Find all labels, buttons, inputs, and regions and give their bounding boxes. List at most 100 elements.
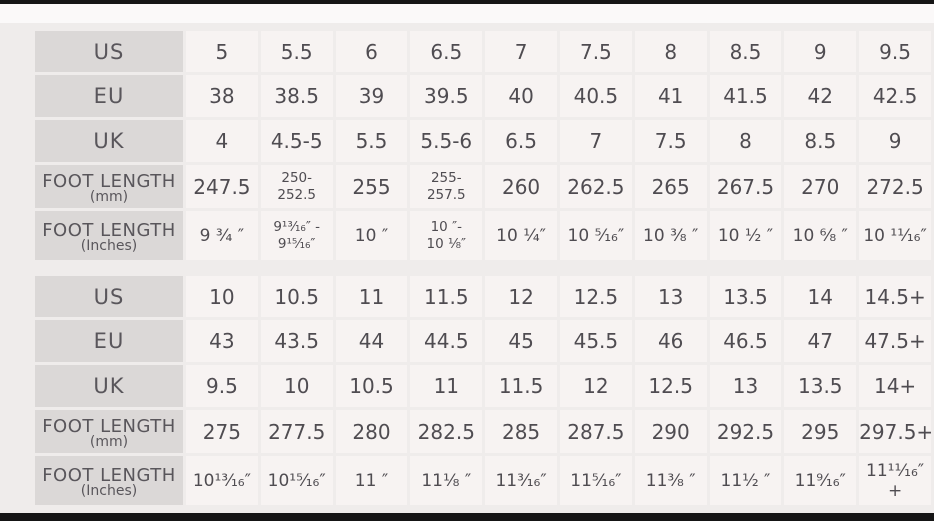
- bottom-border-bar: [0, 513, 934, 521]
- table-cell: 10.5: [335, 365, 408, 407]
- table-cell: 11⁵⁄₁₆″: [559, 456, 632, 505]
- table-cell: 270: [784, 165, 857, 208]
- table-cell: 6.5: [485, 120, 557, 162]
- row-header-label: FOOT LENGTH: [42, 171, 176, 192]
- table-row-foot-length-mm: FOOT LENGTH (mm) 275 277.5 280 282.5 285 287.5 2…: [35, 410, 931, 453]
- table-cell: 272.5: [859, 165, 931, 208]
- row-header-sublabel: (mm): [89, 189, 129, 205]
- table-cell: 290: [634, 410, 707, 453]
- table-cell: 9 ³⁄₄ ″: [186, 211, 258, 260]
- table-cell: 46.5: [709, 320, 782, 362]
- table-row-uk: UK 9.5 10 10.5 11 11.5 12 12.5 13 13.5 14+: [35, 365, 931, 407]
- table-cell: 262.5: [559, 165, 632, 208]
- row-header-label: FOOT LENGTH: [42, 220, 176, 241]
- table-cell: 11¹⁄₂ ″: [709, 456, 782, 505]
- table-row-uk: UK 4 4.5-5 5.5 5.5-6 6.5 7 7.5 8 8.5 9: [35, 120, 931, 162]
- table-cell: 11⁹⁄₁₆″: [784, 456, 857, 505]
- table-cell: 11³⁄₈ ″: [634, 456, 707, 505]
- table-cell: 11³⁄₁₆″: [485, 456, 557, 505]
- size-table-2: US 10 10.5 11 11.5 12 12.5 13 13.5 14 14.5+ EU 43 43.…: [32, 273, 934, 508]
- table-cell: 45.5: [559, 320, 632, 362]
- table-cell: 41: [634, 75, 707, 117]
- table-cell: 11 ″: [335, 456, 408, 505]
- table-cell: 265: [634, 165, 707, 208]
- row-header-sublabel: (Inches): [80, 238, 138, 254]
- table-cell: 9: [859, 120, 931, 162]
- table-cell: 10 ¹¹⁄₁₆″: [859, 211, 931, 260]
- table-cell: 10 ″- 10 ¹⁄₈″: [410, 211, 483, 260]
- table-cell: 8.5: [784, 120, 857, 162]
- table-cell: 4.5-5: [260, 120, 333, 162]
- table-cell: 5.5-6: [410, 120, 483, 162]
- table-cell: 42.5: [859, 75, 931, 117]
- table-cell: 292.5: [709, 410, 782, 453]
- table-cell: 260: [485, 165, 557, 208]
- row-header-label: EU: [93, 84, 125, 108]
- row-header-label: FOOT LENGTH: [42, 465, 176, 486]
- row-header-label: FOOT LENGTH: [42, 416, 176, 437]
- table-cell: 9.5: [186, 365, 258, 407]
- table-cell: 7.5: [634, 120, 707, 162]
- table-cell: 13: [634, 276, 707, 317]
- table-cell: 5.5: [335, 120, 408, 162]
- table-cell: 8: [634, 31, 707, 72]
- top-white-strip: [0, 4, 934, 23]
- table-cell: 44.5: [410, 320, 483, 362]
- row-header: US: [35, 276, 183, 317]
- row-header-label: US: [93, 39, 125, 64]
- table-cell: 38: [186, 75, 258, 117]
- table-cell: 14.5+: [859, 276, 931, 317]
- row-header: FOOT LENGTH (Inches): [35, 456, 183, 505]
- row-header-sublabel: (mm): [89, 434, 129, 450]
- table-cell: 10¹³⁄₁₆″: [186, 456, 258, 505]
- table-cell: 39.5: [410, 75, 483, 117]
- table-cell: 39: [335, 75, 408, 117]
- table-row-eu: EU 43 43.5 44 44.5 45 45.5 46 46.5 47 47.5+: [35, 320, 931, 362]
- table-cell: 7: [485, 31, 557, 72]
- table-cell: 12: [485, 276, 557, 317]
- table-cell: 11¹⁄₈ ″: [410, 456, 483, 505]
- table-row-us: US 5 5.5 6 6.5 7 7.5 8 8.5 9 9.5: [35, 31, 931, 72]
- table-cell: 275: [186, 410, 258, 453]
- table-cell: 10 ″: [335, 211, 408, 260]
- row-header-label: UK: [93, 129, 125, 153]
- table-cell: 14+: [859, 365, 931, 407]
- table-row-foot-length-inches: FOOT LENGTH (Inches) 9 ³⁄₄ ″ 9¹³⁄₁₆″ - 9¹⁵⁄…: [35, 211, 931, 260]
- table-cell: 9¹³⁄₁₆″ - 9¹⁵⁄₁₆″: [260, 211, 333, 260]
- row-header: EU: [35, 320, 183, 362]
- table-cell: 6.5: [410, 31, 483, 72]
- table-cell: 13.5: [709, 276, 782, 317]
- table-cell: 247.5: [186, 165, 258, 208]
- table-cell: 8.5: [709, 31, 782, 72]
- row-header: US: [35, 31, 183, 72]
- table-cell: 285: [485, 410, 557, 453]
- table-cell: 4: [186, 120, 258, 162]
- table-cell: 9.5: [859, 31, 931, 72]
- table-cell: 12.5: [559, 276, 632, 317]
- table-cell: 10.5: [260, 276, 333, 317]
- table-cell: 11: [410, 365, 483, 407]
- table-cell: 40.5: [559, 75, 632, 117]
- table-cell: 10: [186, 276, 258, 317]
- table-cell: 10 ¹⁄₂ ″: [709, 211, 782, 260]
- table-cell: 10: [260, 365, 333, 407]
- table-cell: 41.5: [709, 75, 782, 117]
- row-header-label: UK: [93, 374, 125, 398]
- table-cell: 297.5+: [859, 410, 931, 453]
- table-cell: 5.5: [260, 31, 333, 72]
- table-row-foot-length-inches: FOOT LENGTH (Inches) 10¹³⁄₁₆″ 10¹⁵⁄₁₆″ 11 ″ 1…: [35, 456, 931, 505]
- table-cell: 7: [559, 120, 632, 162]
- table-cell: 11.5: [410, 276, 483, 317]
- row-header-label: US: [93, 284, 125, 309]
- table-cell: 7.5: [559, 31, 632, 72]
- size-chart-tables: US 5 5.5 6 6.5 7 7.5 8 8.5 9 9.5 EU 38 38.5 39 39.5 40 40…: [32, 28, 934, 508]
- table-cell: 280: [335, 410, 408, 453]
- table-cell: 282.5: [410, 410, 483, 453]
- table-cell: 40: [485, 75, 557, 117]
- row-header: FOOT LENGTH (mm): [35, 410, 183, 453]
- table-cell: 9: [784, 31, 857, 72]
- table-cell: 46: [634, 320, 707, 362]
- table-cell: 38.5: [260, 75, 333, 117]
- top-border-bar: [0, 0, 934, 4]
- table-row-us: US 10 10.5 11 11.5 12 12.5 13 13.5 14 14.5+: [35, 276, 931, 317]
